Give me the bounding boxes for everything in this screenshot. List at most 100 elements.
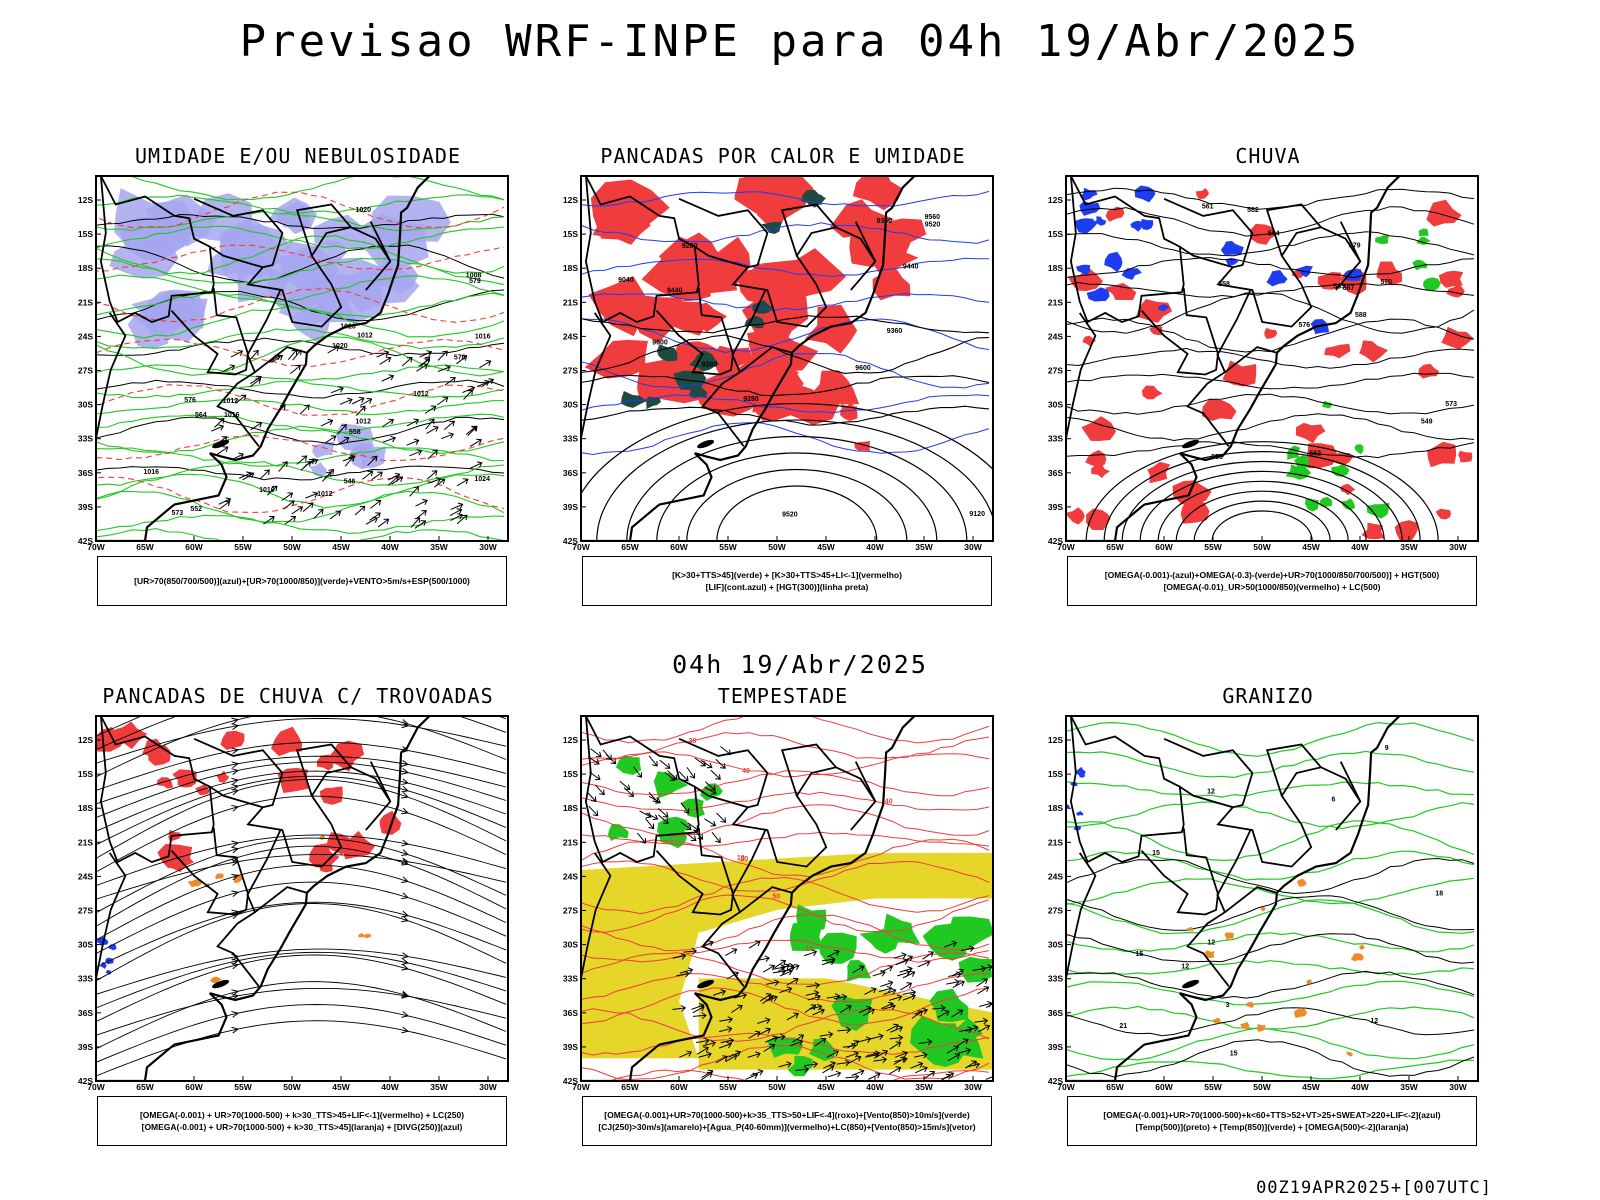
map-layers [96,716,507,1081]
isobar [96,416,505,446]
lat-tick-label: 21S [78,297,93,307]
contour-label: 1016 [259,487,275,494]
contour-label: 567 [1343,285,1355,292]
lat-tick-label: 42S [563,536,578,546]
precipitable-water-contour [581,716,990,744]
panel-chuva: CHUVA 588 585 582 579 576 573 570 567 564 561 558 5… [1028,144,1508,614]
wind-vector [290,364,301,375]
wind-vector [765,979,780,986]
wind-vector [819,1031,834,1038]
precipitable-water-contour [581,838,990,878]
lon-tick-label: 55W [1204,542,1222,552]
precipitable-water-contour [581,791,990,812]
border-line [739,886,793,913]
wind-vector [322,471,332,482]
wind-vector [979,1000,993,1008]
streamline [96,716,507,751]
wind-vector [444,420,455,430]
contour-label: 561 [1202,204,1214,211]
temp850-contour [1066,780,1475,798]
wind-vector [852,965,865,974]
border-line [1265,743,1322,797]
wind-vector [296,455,308,465]
hgt300-contour [581,334,990,374]
wind-vector [382,418,395,428]
stream-arrow [401,964,409,971]
thunderstorm-area [319,786,343,805]
wind-vector [923,1070,936,1080]
wind-vector [964,1060,977,1069]
border-line [170,827,249,916]
contour-label: 579 [469,278,481,285]
hgt300-contour [581,315,990,334]
wind-vector [672,953,687,960]
stream-arrow [401,952,410,960]
wind-vector [870,1033,884,1040]
contour-label: 1008 [466,272,482,279]
contour-label: 570 [454,355,466,362]
lat-tick-label: 39S [78,502,93,512]
border-line [1179,785,1234,809]
wind-vector [337,436,350,446]
temp850-contour [1066,850,1475,881]
omega-humidity-area [1438,270,1464,288]
isobar [96,379,505,399]
border-line [1140,287,1219,376]
omega500-area [1294,1007,1308,1018]
temp850-contour [1066,960,1475,976]
wind-vector [249,378,262,388]
jet-stream-area [581,852,993,1059]
wind-vector [678,771,689,782]
wind-vector [889,994,903,1001]
contour-label: 1020 [340,324,356,331]
thickness-contour [96,244,505,272]
thunderstorm-area [309,843,340,868]
wind-vector [371,471,383,481]
thunderstorm-area [157,843,193,869]
streamline [96,834,507,887]
contour-label: 582 [1247,207,1259,214]
wind-vector [790,1039,804,1047]
wind-vector [719,1016,734,1023]
precipitable-water-contour [581,972,990,1003]
stream-arrow [401,849,409,856]
wind-vector [365,516,379,525]
border-line [732,289,767,355]
hgt500-contour [1066,206,1475,237]
humidity-contour [96,194,505,214]
instability-area [712,345,754,376]
wind-vector [259,469,270,480]
lat-tick-label: 27S [563,906,578,916]
stream-arrow [231,747,240,755]
contour-label: 1012 [413,391,429,398]
contour-label: 20 [740,856,748,863]
humidity-contour [96,176,505,201]
omega500-area [1359,944,1365,950]
instability-area [854,211,886,248]
streamline [96,755,507,805]
hgt500-contour [1066,347,1475,369]
omega-strong-area [1375,235,1390,244]
legend-line: [LIF](cont.azul) + [HGT(300)](linha pret… [705,582,869,592]
map-granizo: 9 12 12 12 15 15 18 21 3 6 12 15 12S 15S 18S 21S 24S 27S 3… [1048,715,1479,1092]
lat-tick-label: 21S [1048,297,1063,307]
contour-label: 15 [1230,1050,1238,1057]
wind-vector [900,955,914,964]
wind-vector [899,966,913,973]
lifted-index-contour [581,422,990,456]
wind-vector [602,749,612,761]
wind-vector [418,358,431,367]
hgt500-contour [1066,187,1475,210]
stream-arrow [401,839,410,847]
legend-tempestade: [OMEGA(-0.001)+UR>70(1000-500)+k>35_TTS>… [582,1096,992,1146]
wind-vector [586,791,597,802]
wind-vector [329,510,342,520]
coastline [1066,716,1401,1081]
wind-vector [369,512,381,521]
wind-vector [910,1061,924,1069]
wind-vector [281,492,294,501]
wind-vector [763,1043,776,1053]
isobar [96,337,505,357]
k-index-area [656,344,678,362]
